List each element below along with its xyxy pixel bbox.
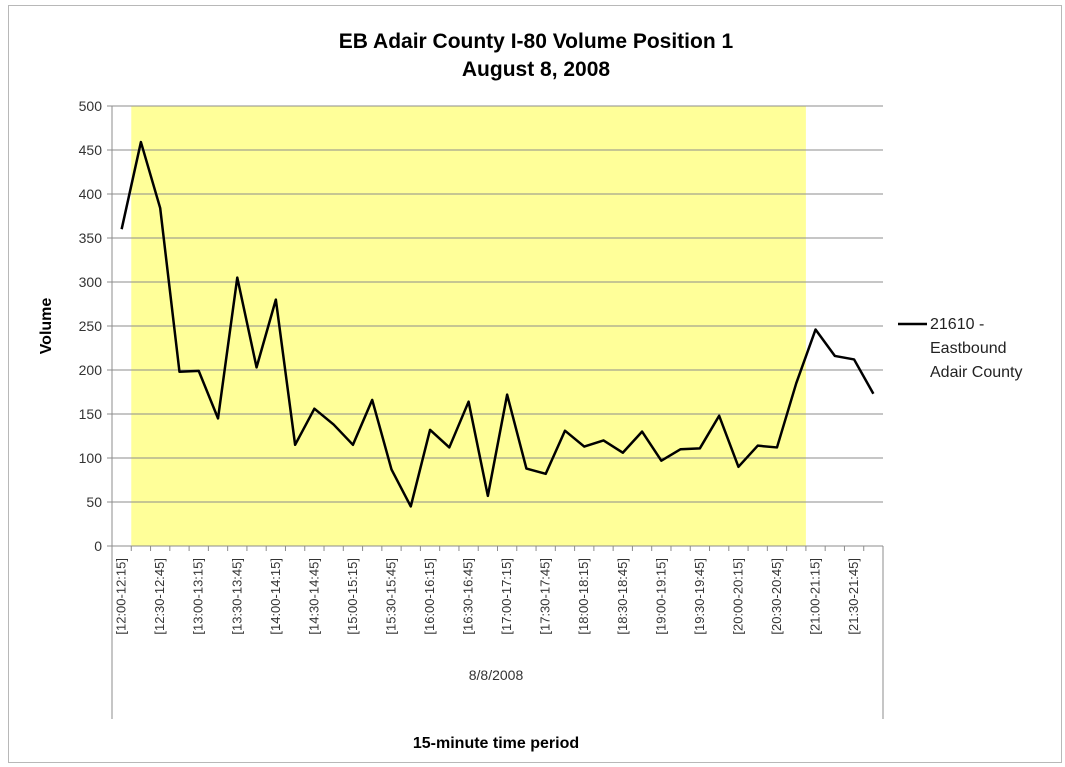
y-tick-label: 450 — [79, 142, 103, 158]
legend-label-line-1: 21610 - — [930, 316, 984, 333]
y-tick-label: 0 — [94, 538, 102, 554]
y-tick-label: 50 — [86, 494, 102, 510]
x-tick-label: [17:30-17:45] — [538, 558, 553, 635]
chart-title: EB Adair County I-80 Volume Position 1 — [339, 30, 734, 53]
x-tick-label: [19:00-19:15] — [653, 558, 668, 635]
series-layer — [120, 140, 875, 508]
x-tick-label: [13:30-13:45] — [229, 558, 244, 635]
x-tick-label: [21:30-21:45] — [846, 558, 861, 635]
x-tick-label: [12:00-12:15] — [114, 558, 129, 635]
chart-frame: 0 50 100 150 200 250 300 350 400 450 500 [12:00-12:… — [8, 5, 1062, 763]
x-tick-label: [20:00-20:15] — [730, 558, 745, 635]
x-tick-label: [14:00-14:15] — [268, 558, 283, 635]
x-group-label: 8/8/2008 — [469, 667, 524, 683]
y-tick-label: 200 — [79, 362, 103, 378]
y-tick-label: 300 — [79, 274, 103, 290]
x-tick-label: [19:30-19:45] — [692, 558, 707, 635]
x-tick-label: [20:30-20:45] — [769, 558, 784, 635]
x-tick-label: [18:30-18:45] — [615, 558, 630, 635]
y-tick-label: 400 — [79, 186, 103, 202]
x-tick-label: [21:00-21:15] — [808, 558, 823, 635]
series-line — [120, 140, 875, 508]
y-tick-label: 250 — [79, 318, 103, 334]
x-tick-label: [17:00-17:15] — [499, 558, 514, 635]
x-tick-label: [14:30-14:45] — [306, 558, 321, 635]
y-tick-label: 100 — [79, 450, 103, 466]
x-tick-label: [15:30-15:45] — [383, 558, 398, 635]
x-tick-label: [15:00-15:15] — [345, 558, 360, 635]
legend-label-line-3: Adair County — [930, 364, 1023, 381]
axis-layer: 0 50 100 150 200 250 300 350 400 450 500 [12:00-12:… — [79, 98, 884, 719]
y-tick-label: 350 — [79, 230, 103, 246]
chart-subtitle: August 8, 2008 — [462, 58, 611, 81]
legend: 21610 - Eastbound Adair County — [898, 316, 1023, 381]
y-axis-title: Volume — [38, 298, 55, 355]
y-tick-label: 500 — [79, 98, 103, 114]
x-tick-label: [16:00-16:15] — [422, 558, 437, 635]
x-tick-label: [16:30-16:45] — [461, 558, 476, 635]
y-tick-label: 150 — [79, 406, 103, 422]
grid-layer — [112, 105, 883, 547]
x-tick-label: [13:00-13:15] — [191, 558, 206, 635]
line-chart: 0 50 100 150 200 250 300 350 400 450 500 [12:00-12:… — [38, 30, 1023, 752]
legend-label-line-2: Eastbound — [930, 340, 1007, 357]
x-axis-title: 15-minute time period — [413, 735, 579, 752]
x-tick-label: [18:00-18:15] — [576, 558, 591, 635]
x-tick-label: [12:30-12:45] — [152, 558, 167, 635]
